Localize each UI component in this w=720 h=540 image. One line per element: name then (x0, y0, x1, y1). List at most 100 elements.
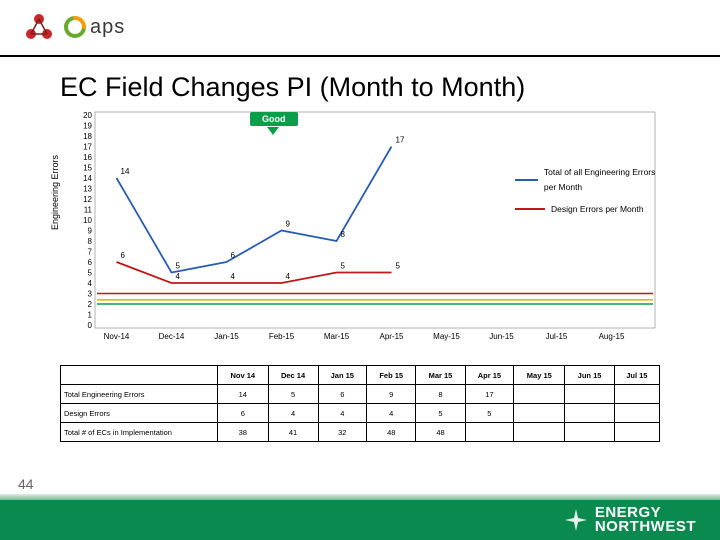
header-rule (0, 55, 720, 57)
footer-logo-text: ENERGY NORTHWEST (595, 506, 696, 535)
table-row: Design Errors644455 (61, 404, 660, 423)
svg-text:11: 11 (84, 206, 93, 215)
table-header: Jan 15 (318, 366, 367, 385)
svg-text:Mar-15: Mar-15 (324, 332, 350, 341)
svg-text:14: 14 (83, 174, 92, 183)
svg-text:Dec-14: Dec-14 (159, 332, 185, 341)
table-header: Dec 14 (268, 366, 318, 385)
table-header: Nov 14 (218, 366, 269, 385)
legend-swatch (515, 208, 545, 210)
table-cell (614, 385, 659, 404)
svg-text:12: 12 (83, 195, 92, 204)
svg-text:14: 14 (121, 167, 130, 176)
table-cell (565, 423, 614, 442)
table-cell: 5 (268, 385, 318, 404)
svg-text:6: 6 (88, 258, 93, 267)
legend-swatch (515, 179, 538, 181)
table-cell: 17 (465, 385, 514, 404)
aps-swirl-icon (64, 16, 86, 38)
table-cell: Design Errors (61, 404, 218, 423)
table-header: Apr 15 (465, 366, 514, 385)
table-cell: 48 (367, 423, 416, 442)
table-cell: 38 (218, 423, 269, 442)
svg-text:15: 15 (83, 164, 92, 173)
legend-label: Total of all Engineering Errors per Mont… (544, 165, 660, 196)
svg-text:Feb-15: Feb-15 (269, 332, 295, 341)
svg-text:0: 0 (88, 321, 93, 330)
table-row: Total Engineering Errors14569817 (61, 385, 660, 404)
page-title: EC Field Changes PI (Month to Month) (60, 72, 525, 103)
table-cell (465, 423, 514, 442)
table-cell (514, 404, 565, 423)
svg-text:9: 9 (286, 220, 291, 229)
svg-text:16: 16 (83, 153, 92, 162)
svg-text:13: 13 (83, 185, 92, 194)
table-cell: Total Engineering Errors (61, 385, 218, 404)
svg-text:4: 4 (231, 272, 236, 281)
svg-text:6: 6 (121, 251, 126, 260)
table-header: Feb 15 (367, 366, 416, 385)
table-row: Total # of ECs in Implementation38413248… (61, 423, 660, 442)
table-cell (614, 404, 659, 423)
table-cell (514, 423, 565, 442)
svg-text:Jun-15: Jun-15 (489, 332, 514, 341)
svg-text:4: 4 (88, 279, 93, 288)
svg-text:19: 19 (83, 122, 92, 131)
table-header: Jul 15 (614, 366, 659, 385)
svg-text:17: 17 (83, 143, 92, 152)
table-cell: 4 (318, 404, 367, 423)
footer: ENERGY NORTHWEST (0, 484, 720, 540)
svg-text:2: 2 (88, 300, 93, 309)
triangle-logo-icon (24, 12, 54, 42)
table-cell: 41 (268, 423, 318, 442)
table-cell: 48 (416, 423, 465, 442)
svg-text:4: 4 (286, 272, 291, 281)
data-table: Nov 14Dec 14Jan 15Feb 15Mar 15Apr 15May … (60, 365, 660, 442)
svg-text:5: 5 (396, 262, 401, 271)
legend-item: Design Errors per Month (515, 202, 660, 217)
table-cell: 32 (318, 423, 367, 442)
svg-text:5: 5 (88, 269, 93, 278)
table-cell: 14 (218, 385, 269, 404)
svg-text:9: 9 (88, 227, 93, 236)
table-cell: 4 (268, 404, 318, 423)
y-axis-label: Engineering Errors (50, 155, 60, 230)
svg-text:8: 8 (88, 237, 93, 246)
svg-text:Aug-15: Aug-15 (599, 332, 625, 341)
svg-text:7: 7 (88, 248, 93, 257)
svg-text:8: 8 (341, 230, 346, 239)
table-cell (565, 404, 614, 423)
table-header: May 15 (514, 366, 565, 385)
svg-text:10: 10 (83, 216, 92, 225)
table-cell: 9 (367, 385, 416, 404)
svg-text:1: 1 (88, 311, 93, 320)
table-header: Jun 15 (565, 366, 614, 385)
good-arrow-icon (267, 127, 279, 135)
svg-text:4: 4 (176, 272, 181, 281)
line-chart: 01234567891011121314151617181920Nov-14De… (60, 110, 660, 355)
table-cell (565, 385, 614, 404)
table-header (61, 366, 218, 385)
table-header: Mar 15 (416, 366, 465, 385)
chart-area: Engineering Errors Good Total of all Eng… (60, 110, 660, 355)
svg-text:18: 18 (83, 132, 92, 141)
energy-northwest-logo: ENERGY NORTHWEST (563, 506, 696, 535)
table-cell: 6 (218, 404, 269, 423)
table-cell: 6 (318, 385, 367, 404)
data-table-wrap: Nov 14Dec 14Jan 15Feb 15Mar 15Apr 15May … (60, 365, 660, 442)
footer-logo-line2: NORTHWEST (595, 520, 696, 534)
svg-text:17: 17 (396, 136, 405, 145)
table-cell: 4 (367, 404, 416, 423)
table-cell (614, 423, 659, 442)
table-cell: 5 (465, 404, 514, 423)
svg-text:3: 3 (88, 290, 93, 299)
chart-legend: Total of all Engineering Errors per Mont… (515, 165, 660, 223)
svg-text:Jul-15: Jul-15 (546, 332, 568, 341)
star-icon (563, 507, 589, 533)
logo-bar: aps (24, 12, 125, 42)
table-cell: 5 (416, 404, 465, 423)
svg-text:6: 6 (231, 251, 236, 260)
table-cell (514, 385, 565, 404)
aps-text: aps (90, 16, 125, 39)
svg-text:Apr-15: Apr-15 (379, 332, 404, 341)
